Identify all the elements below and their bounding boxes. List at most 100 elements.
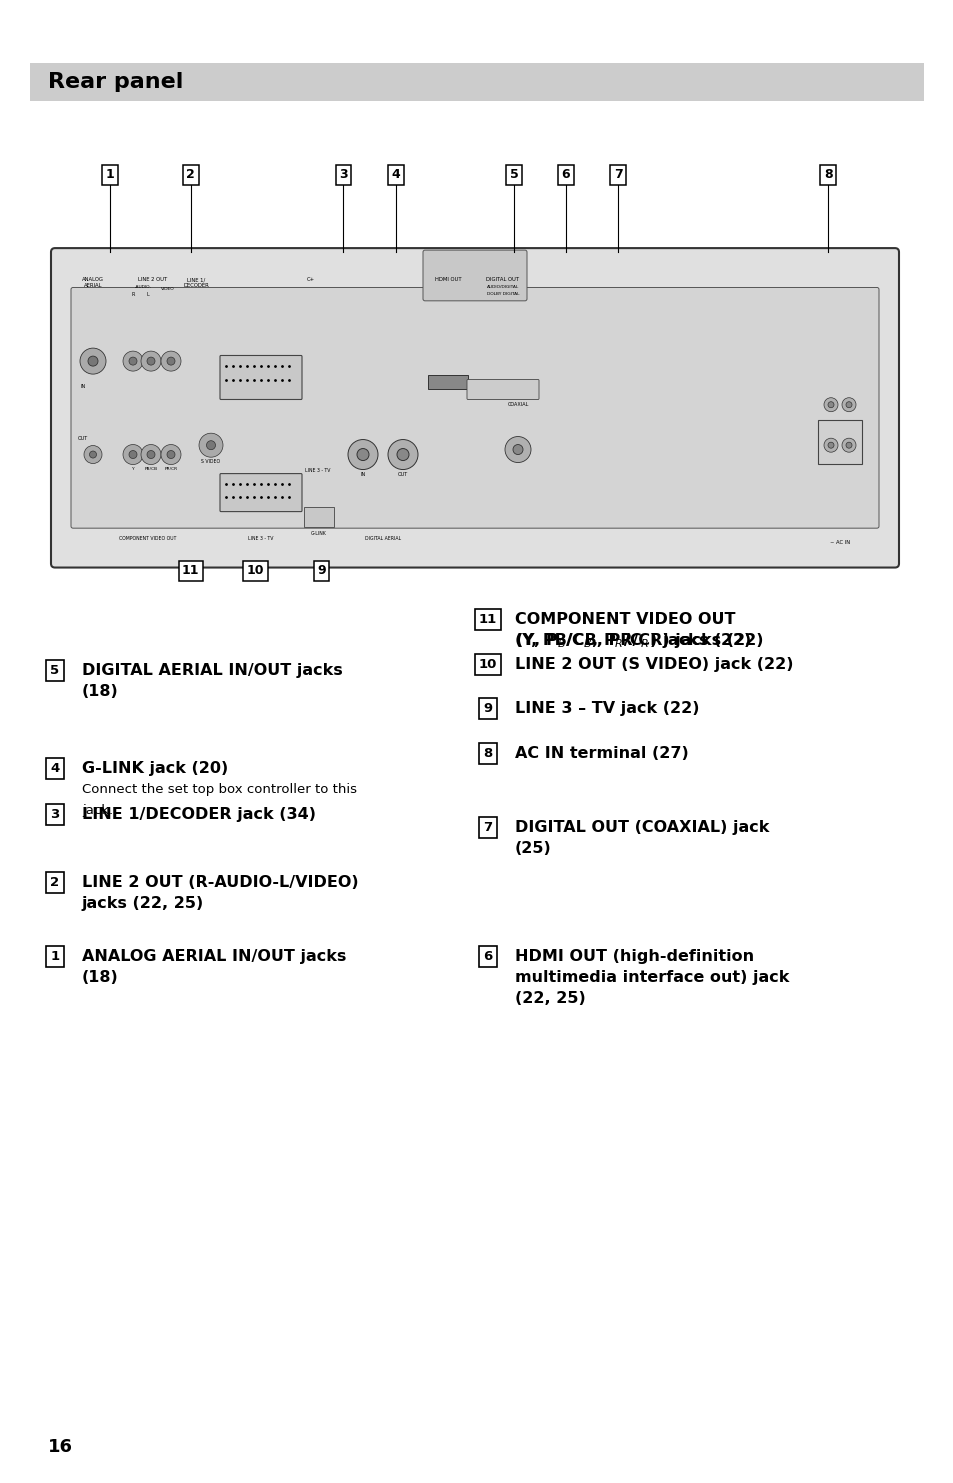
Text: DOLBY DIGITAL: DOLBY DIGITAL xyxy=(486,292,518,297)
FancyBboxPatch shape xyxy=(51,248,898,568)
Text: PR/CR: PR/CR xyxy=(164,467,177,470)
Text: (22, 25): (22, 25) xyxy=(515,991,585,1005)
Text: PB/CB: PB/CB xyxy=(144,467,157,470)
Text: 7: 7 xyxy=(483,822,492,833)
Text: LINE 2 OUT: LINE 2 OUT xyxy=(138,277,168,282)
Text: (18): (18) xyxy=(82,684,118,698)
Text: (Y, P$_B$/C$_B$, P$_R$/C$_R$) jacks (22): (Y, P$_B$/C$_B$, P$_R$/C$_R$) jacks (22) xyxy=(515,632,750,651)
Circle shape xyxy=(396,448,409,461)
Text: 16: 16 xyxy=(48,1439,73,1456)
Text: LINE 2 OUT (S VIDEO) jack (22): LINE 2 OUT (S VIDEO) jack (22) xyxy=(515,657,793,672)
Circle shape xyxy=(147,357,154,365)
Text: L: L xyxy=(147,292,150,297)
FancyBboxPatch shape xyxy=(422,251,526,301)
Text: Rear panel: Rear panel xyxy=(48,71,183,92)
Bar xyxy=(30,62,923,101)
Circle shape xyxy=(348,439,377,470)
Circle shape xyxy=(823,397,837,412)
Text: OUT: OUT xyxy=(397,472,408,478)
Circle shape xyxy=(841,437,855,452)
Circle shape xyxy=(147,451,154,458)
Text: (18): (18) xyxy=(82,970,118,985)
Text: COAXIAL: COAXIAL xyxy=(507,402,528,406)
Text: 4: 4 xyxy=(391,169,400,181)
Text: 11: 11 xyxy=(182,565,199,577)
Text: ANALOG
AERIAL: ANALOG AERIAL xyxy=(82,277,104,288)
Circle shape xyxy=(356,448,369,461)
Text: 6: 6 xyxy=(483,951,492,962)
Text: HDMI OUT (high-definition: HDMI OUT (high-definition xyxy=(515,949,753,964)
Text: DIGITAL OUT (COAXIAL) jack: DIGITAL OUT (COAXIAL) jack xyxy=(515,820,768,835)
Text: Connect the set top box controller to this: Connect the set top box controller to th… xyxy=(82,783,356,796)
Circle shape xyxy=(84,445,102,464)
Text: LINE 3 - TV: LINE 3 - TV xyxy=(305,467,330,473)
Text: G-LINK: G-LINK xyxy=(311,531,327,537)
Circle shape xyxy=(123,445,143,464)
Bar xyxy=(428,375,468,389)
Circle shape xyxy=(90,451,96,458)
Circle shape xyxy=(823,437,837,452)
Text: 2: 2 xyxy=(186,169,195,181)
Text: 3: 3 xyxy=(338,169,348,181)
Text: DIGITAL OUT: DIGITAL OUT xyxy=(486,277,519,282)
Text: LINE 2 OUT (R-AUDIO-L/VIDEO): LINE 2 OUT (R-AUDIO-L/VIDEO) xyxy=(82,875,358,890)
Circle shape xyxy=(141,445,161,464)
Text: LINE 1/DECODER jack (34): LINE 1/DECODER jack (34) xyxy=(82,807,315,822)
Text: G-LINK jack (20): G-LINK jack (20) xyxy=(82,761,228,776)
Text: COMPONENT VIDEO OUT: COMPONENT VIDEO OUT xyxy=(119,535,176,541)
FancyBboxPatch shape xyxy=(467,380,538,399)
FancyBboxPatch shape xyxy=(304,507,334,526)
Text: 10: 10 xyxy=(247,565,264,577)
Circle shape xyxy=(845,442,851,448)
Text: LINE 3 - TV: LINE 3 - TV xyxy=(248,535,274,541)
Circle shape xyxy=(167,357,174,365)
Circle shape xyxy=(827,442,833,448)
Text: ANALOG AERIAL IN/OUT jacks: ANALOG AERIAL IN/OUT jacks xyxy=(82,949,346,964)
Text: S VIDEO: S VIDEO xyxy=(201,458,220,464)
Text: multimedia interface out) jack: multimedia interface out) jack xyxy=(515,970,788,985)
Text: LINE 1/
DECODER: LINE 1/ DECODER xyxy=(183,277,209,288)
Text: Y: Y xyxy=(132,467,134,470)
FancyBboxPatch shape xyxy=(71,288,878,528)
Text: AUDIO/DIGITAL: AUDIO/DIGITAL xyxy=(486,285,518,289)
Text: 8: 8 xyxy=(483,747,492,759)
Text: -AUDIO-: -AUDIO- xyxy=(134,285,152,289)
Text: IN: IN xyxy=(80,384,86,389)
Circle shape xyxy=(504,436,531,463)
Text: 11: 11 xyxy=(478,614,497,626)
Circle shape xyxy=(161,351,181,371)
Circle shape xyxy=(827,402,833,408)
Circle shape xyxy=(129,451,137,458)
Circle shape xyxy=(513,445,522,455)
Circle shape xyxy=(161,445,181,464)
Text: 1: 1 xyxy=(105,169,114,181)
Circle shape xyxy=(206,440,215,449)
Text: 5: 5 xyxy=(51,664,59,676)
Circle shape xyxy=(199,433,223,457)
Circle shape xyxy=(123,351,143,371)
Text: 4: 4 xyxy=(51,762,59,774)
Circle shape xyxy=(80,349,106,374)
FancyBboxPatch shape xyxy=(220,356,302,399)
Text: 9: 9 xyxy=(483,703,492,715)
Text: DIGITAL AERIAL IN/OUT jacks: DIGITAL AERIAL IN/OUT jacks xyxy=(82,663,342,678)
Text: jacks (22, 25): jacks (22, 25) xyxy=(82,896,204,911)
Text: 6: 6 xyxy=(560,169,570,181)
Circle shape xyxy=(841,397,855,412)
Circle shape xyxy=(388,439,417,470)
FancyBboxPatch shape xyxy=(220,473,302,512)
Text: LINE 3 – TV jack (22): LINE 3 – TV jack (22) xyxy=(515,701,699,716)
Text: (Y, PB/CB, PR/CR) jacks (22): (Y, PB/CB, PR/CR) jacks (22) xyxy=(515,633,762,648)
Text: IN: IN xyxy=(360,472,365,478)
Text: OUT: OUT xyxy=(78,436,88,442)
Text: COMPONENT VIDEO OUT: COMPONENT VIDEO OUT xyxy=(515,612,735,627)
Text: HDMI OUT: HDMI OUT xyxy=(435,277,461,282)
Text: 3: 3 xyxy=(51,808,59,820)
Text: 1: 1 xyxy=(51,951,59,962)
Circle shape xyxy=(167,451,174,458)
Text: C+: C+ xyxy=(307,277,314,282)
Text: 9: 9 xyxy=(316,565,326,577)
Text: 7: 7 xyxy=(613,169,622,181)
Text: 5: 5 xyxy=(509,169,518,181)
Circle shape xyxy=(88,356,98,366)
